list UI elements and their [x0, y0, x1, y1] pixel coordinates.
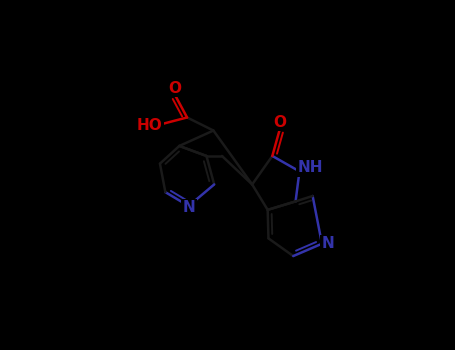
Text: O: O	[168, 81, 181, 96]
Text: NH: NH	[298, 160, 323, 175]
Text: N: N	[322, 236, 334, 251]
Text: HO: HO	[137, 118, 163, 133]
Text: N: N	[182, 200, 195, 215]
Text: O: O	[273, 114, 287, 130]
